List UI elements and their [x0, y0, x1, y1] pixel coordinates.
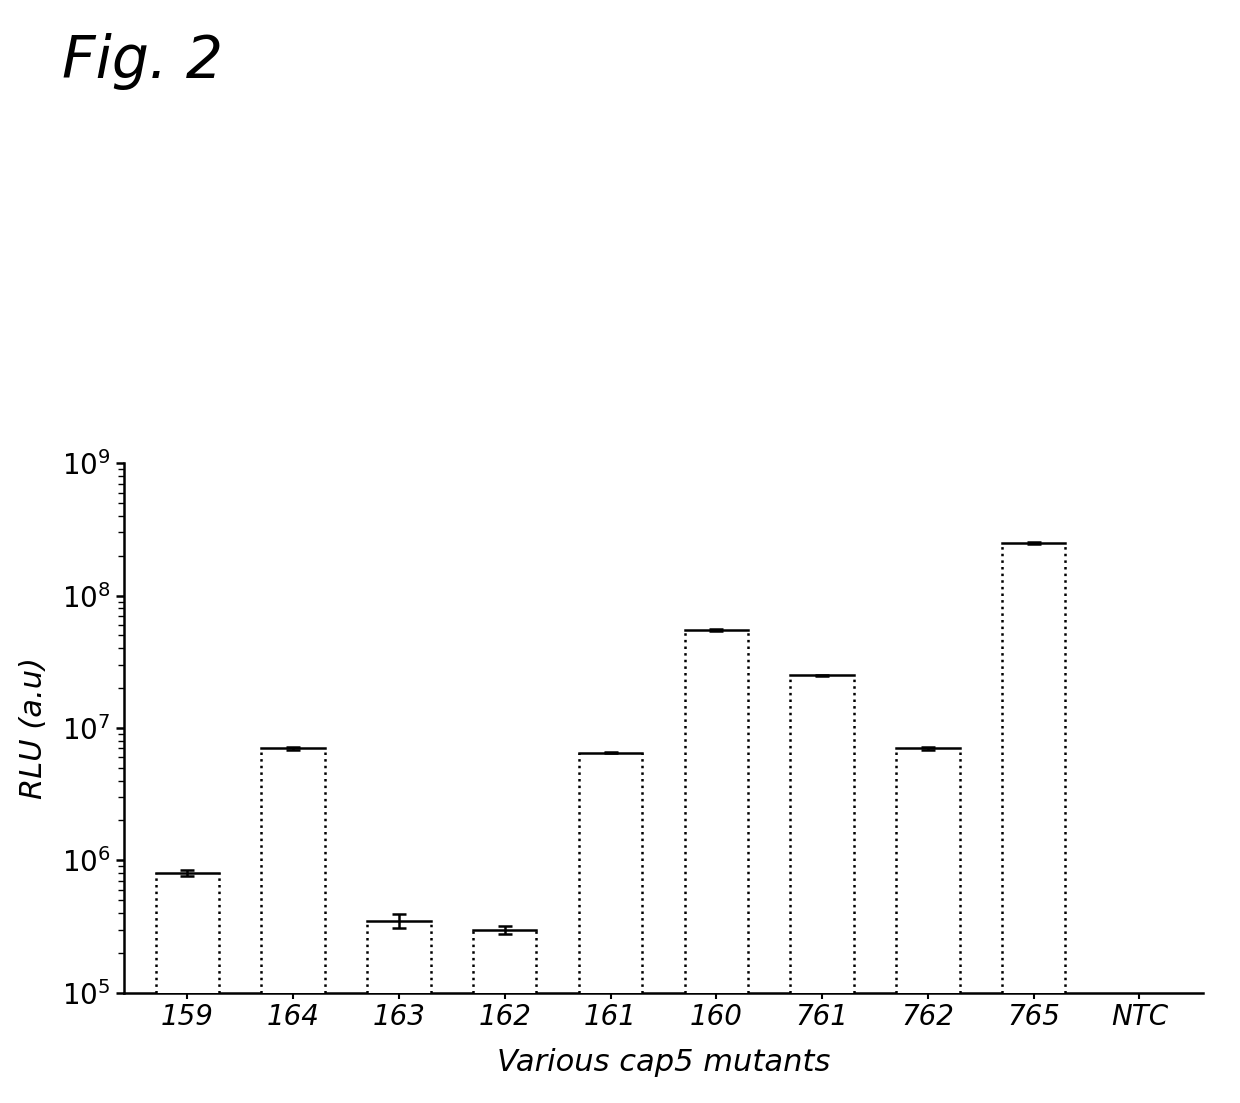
Bar [897, 749, 960, 1103]
Bar [579, 752, 642, 1103]
Bar [156, 874, 219, 1103]
Bar [367, 921, 430, 1103]
X-axis label: Various cap5 mutants: Various cap5 mutants [497, 1048, 830, 1077]
Bar [262, 749, 325, 1103]
Bar [684, 630, 748, 1103]
Bar [472, 930, 537, 1103]
Bar [790, 675, 854, 1103]
Text: Fig. 2: Fig. 2 [62, 33, 223, 90]
Y-axis label: RLU (a.u): RLU (a.u) [19, 657, 48, 799]
Bar [1002, 543, 1065, 1103]
